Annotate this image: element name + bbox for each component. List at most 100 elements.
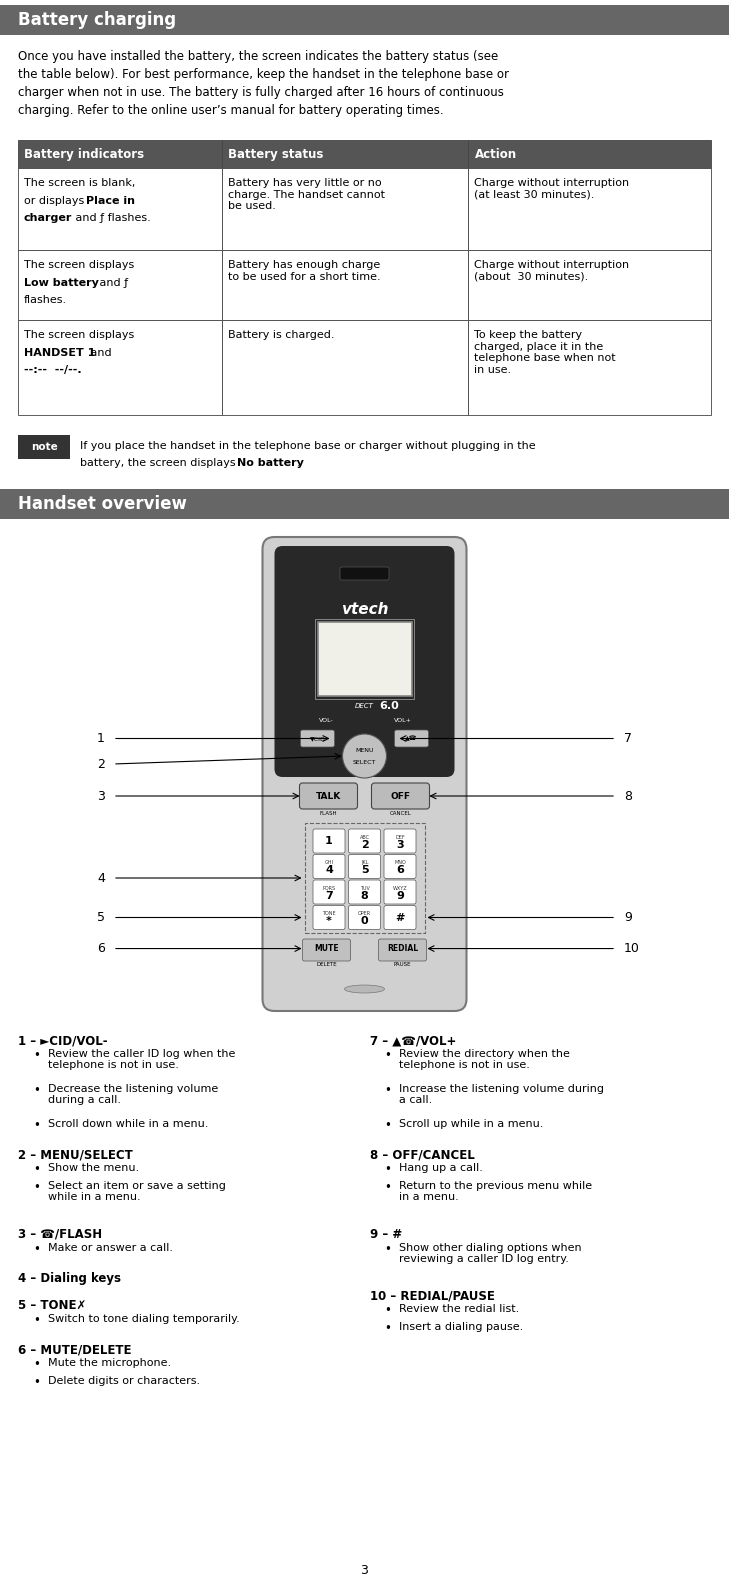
Text: •: • — [384, 1304, 391, 1317]
Text: Decrease the listening volume
during a call.: Decrease the listening volume during a c… — [48, 1084, 218, 1105]
Bar — [18, 250, 222, 320]
FancyBboxPatch shape — [340, 567, 389, 579]
Text: •: • — [33, 1358, 40, 1371]
Text: TALK: TALK — [316, 792, 341, 801]
Bar — [18, 168, 222, 250]
Text: 4: 4 — [97, 872, 105, 885]
Text: 4 – Dialing keys: 4 – Dialing keys — [18, 1273, 121, 1285]
Text: 8: 8 — [361, 891, 368, 901]
Text: •: • — [384, 1322, 391, 1334]
FancyBboxPatch shape — [384, 905, 416, 929]
Text: SELECT: SELECT — [353, 760, 376, 765]
Text: ▲☎: ▲☎ — [405, 736, 418, 741]
Text: VOL+: VOL+ — [394, 717, 411, 722]
Text: ABC: ABC — [359, 834, 370, 839]
Text: 1: 1 — [325, 836, 333, 845]
Text: or displays: or displays — [24, 195, 87, 206]
Text: •: • — [33, 1164, 40, 1176]
Text: 1 – ►CID/VOL-: 1 – ►CID/VOL- — [18, 1034, 108, 1046]
Text: REDIAL: REDIAL — [387, 943, 418, 953]
Text: Battery status: Battery status — [228, 147, 324, 160]
Text: 8: 8 — [624, 790, 632, 803]
FancyBboxPatch shape — [348, 880, 381, 904]
Bar — [469, 168, 711, 250]
Text: 2: 2 — [361, 839, 368, 850]
Ellipse shape — [345, 985, 384, 993]
Text: The screen displays: The screen displays — [24, 260, 134, 271]
Text: PAUSE: PAUSE — [394, 961, 411, 967]
Text: DECT: DECT — [355, 703, 374, 709]
Bar — [0, 5, 729, 35]
Bar — [469, 320, 711, 415]
Text: Make or answer a call.: Make or answer a call. — [48, 1243, 173, 1252]
Text: 7: 7 — [624, 731, 632, 746]
Text: Hang up a call.: Hang up a call. — [399, 1164, 483, 1173]
FancyBboxPatch shape — [262, 537, 467, 1012]
Text: 6: 6 — [396, 864, 404, 875]
Bar — [222, 168, 469, 250]
Text: 6 – MUTE/DELETE: 6 – MUTE/DELETE — [18, 1344, 131, 1357]
Text: 7 – ▲☎/VOL+: 7 – ▲☎/VOL+ — [370, 1034, 456, 1046]
Text: Review the directory when the
telephone is not in use.: Review the directory when the telephone … — [399, 1050, 570, 1070]
Text: Return to the previous menu while
in a menu.: Return to the previous menu while in a m… — [399, 1181, 593, 1203]
Text: FLASH: FLASH — [320, 810, 338, 815]
Text: 6.0: 6.0 — [380, 701, 399, 711]
Text: MUTE: MUTE — [314, 943, 339, 953]
Text: To keep the battery
charged, place it in the
telephone base when not
in use.: To keep the battery charged, place it in… — [475, 329, 616, 375]
Text: Review the caller ID log when the
telephone is not in use.: Review the caller ID log when the teleph… — [48, 1050, 235, 1070]
Text: •: • — [33, 1243, 40, 1255]
FancyBboxPatch shape — [348, 855, 381, 879]
Text: Charge without interruption
(at least 30 minutes).: Charge without interruption (at least 30… — [475, 177, 630, 199]
Text: Delete digits or characters.: Delete digits or characters. — [48, 1376, 200, 1385]
Text: 3 – ☎/FLASH: 3 – ☎/FLASH — [18, 1228, 102, 1241]
Text: *: * — [326, 917, 332, 926]
Text: 5: 5 — [97, 910, 105, 924]
Text: MNO: MNO — [394, 860, 406, 864]
Text: Battery is charged.: Battery is charged. — [228, 329, 335, 340]
Text: #: # — [395, 912, 405, 923]
FancyBboxPatch shape — [313, 880, 345, 904]
Text: •: • — [384, 1050, 391, 1062]
Text: and ƒ: and ƒ — [96, 277, 128, 288]
Text: •: • — [33, 1050, 40, 1062]
Text: --:--  --/--.: --:-- --/--. — [24, 366, 82, 375]
Text: VOL-: VOL- — [319, 717, 334, 722]
FancyBboxPatch shape — [384, 880, 416, 904]
Text: Show the menu.: Show the menu. — [48, 1164, 139, 1173]
FancyBboxPatch shape — [372, 784, 429, 809]
Text: Battery charging: Battery charging — [18, 11, 176, 28]
Text: flashes.: flashes. — [24, 294, 67, 306]
Text: Battery has very little or no
charge. The handset cannot
be used.: Battery has very little or no charge. Th… — [228, 177, 386, 211]
Text: •: • — [33, 1084, 40, 1097]
Text: MENU: MENU — [355, 747, 374, 752]
Text: •: • — [384, 1243, 391, 1255]
FancyBboxPatch shape — [378, 939, 426, 961]
Bar — [18, 320, 222, 415]
Text: •: • — [33, 1119, 40, 1132]
Text: The screen displays: The screen displays — [24, 329, 134, 340]
Text: 9: 9 — [624, 910, 632, 924]
Text: 10: 10 — [624, 942, 640, 955]
Text: Insert a dialing pause.: Insert a dialing pause. — [399, 1322, 523, 1331]
Bar — [18, 435, 70, 459]
Text: OFF: OFF — [391, 792, 410, 801]
Text: Action: Action — [475, 147, 517, 160]
FancyBboxPatch shape — [313, 829, 345, 853]
Text: 4: 4 — [325, 864, 333, 875]
Text: JKL: JKL — [361, 860, 368, 864]
Bar — [469, 250, 711, 320]
Circle shape — [343, 735, 386, 777]
Text: •: • — [384, 1119, 391, 1132]
Text: OPER: OPER — [358, 910, 371, 917]
FancyBboxPatch shape — [300, 784, 357, 809]
Text: Charge without interruption
(about  30 minutes).: Charge without interruption (about 30 mi… — [475, 260, 630, 282]
Text: ▼CID: ▼CID — [310, 736, 325, 741]
Text: vtech: vtech — [340, 602, 389, 616]
Text: Increase the listening volume during
a call.: Increase the listening volume during a c… — [399, 1084, 604, 1105]
Text: 2 – MENU/SELECT: 2 – MENU/SELECT — [18, 1148, 133, 1162]
Text: Show other dialing options when
reviewing a caller ID log entry.: Show other dialing options when reviewin… — [399, 1243, 582, 1265]
Text: 2: 2 — [97, 758, 105, 771]
Text: charger: charger — [24, 214, 72, 223]
Text: Scroll down while in a menu.: Scroll down while in a menu. — [48, 1119, 208, 1129]
Text: 5 – TONE✗: 5 – TONE✗ — [18, 1300, 86, 1312]
